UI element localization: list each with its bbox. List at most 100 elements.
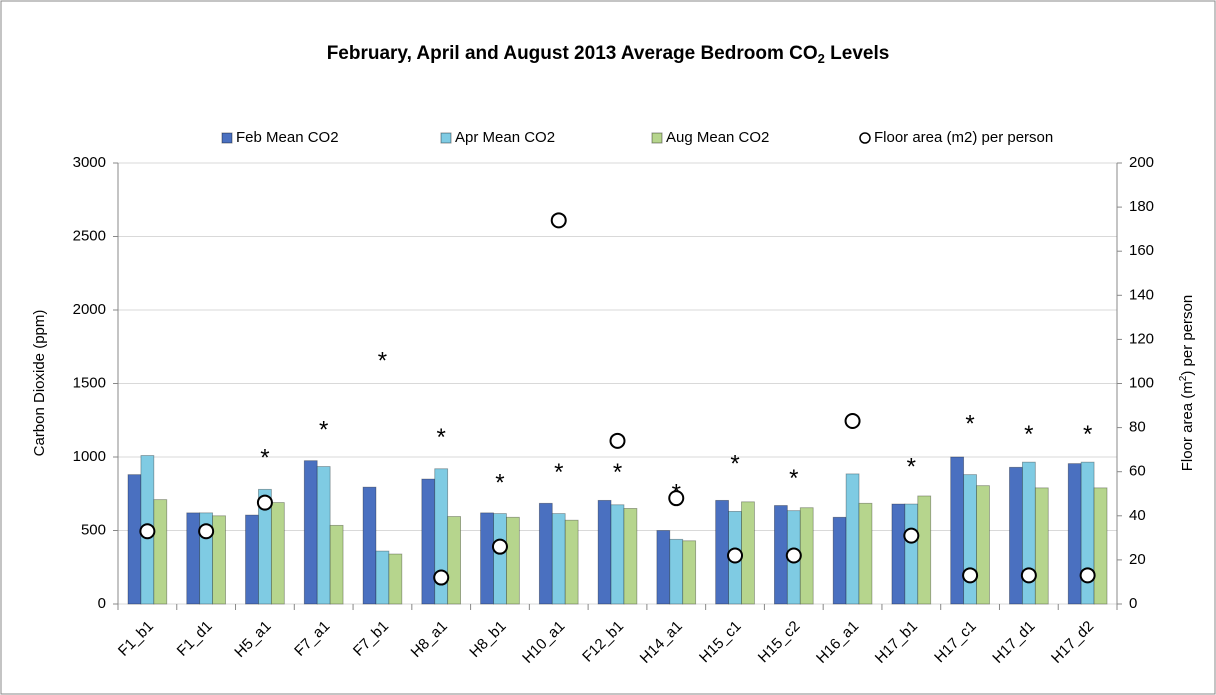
legend-label: Floor area (m2) per person [874, 129, 1053, 146]
scatter-point [1020, 567, 1037, 584]
y-tick-label: 1500 [73, 374, 106, 391]
legend-label: Aug Mean CO2 [666, 129, 769, 146]
y2-tick-label: 160 [1129, 242, 1154, 259]
bar [904, 503, 919, 605]
bar [212, 515, 226, 605]
bar [963, 474, 977, 605]
y-tick-label: 2500 [73, 227, 106, 244]
bar [506, 516, 520, 605]
title-text: February, April and August 2013 Average … [327, 43, 818, 64]
y-tick-label: 500 [81, 521, 106, 538]
scatter-point [256, 494, 273, 511]
bar [845, 473, 860, 605]
bar [1034, 487, 1049, 605]
bar [538, 502, 553, 605]
bar [1009, 466, 1023, 605]
title-text: Levels [825, 43, 889, 64]
y2-label-text: Floor area (m [1179, 381, 1196, 471]
bar [329, 524, 344, 605]
annotation: * [554, 459, 563, 486]
y2-tick-label: 80 [1129, 419, 1146, 436]
y2-label-text: ) per person [1179, 295, 1196, 376]
y2-tick-label: 120 [1129, 330, 1154, 347]
y2-tick-label: 40 [1129, 507, 1146, 524]
y2-tick-label: 200 [1129, 154, 1154, 171]
bar [858, 502, 873, 605]
scatter-point [962, 567, 979, 584]
scatter-point [785, 547, 802, 564]
annotation: * [730, 450, 739, 477]
annotation: * [495, 469, 504, 496]
bar [774, 505, 788, 605]
scatter-point [550, 212, 567, 229]
bar [597, 499, 612, 605]
scatter-point [491, 538, 508, 555]
scatter-point [903, 527, 920, 544]
y2-tick-label: 60 [1129, 463, 1146, 480]
y2-tick-label: 20 [1129, 551, 1146, 568]
bar [186, 512, 201, 605]
y-tick-label: 1000 [73, 448, 106, 465]
bar [375, 550, 390, 605]
scatter-point [727, 547, 744, 564]
scatter-point [198, 523, 215, 540]
y-tick-label: 3000 [73, 154, 106, 171]
bar [270, 502, 285, 605]
bar [434, 468, 449, 605]
bar [976, 485, 990, 605]
bar [493, 513, 507, 605]
bar [480, 512, 494, 605]
annotation: * [672, 480, 681, 507]
y2-tick-label: 0 [1129, 595, 1137, 612]
scatter-point [668, 490, 685, 507]
scatter-point [609, 432, 626, 449]
bar [669, 538, 684, 605]
y2-tick-label: 100 [1129, 374, 1154, 391]
y2-tick-label: 140 [1129, 286, 1154, 303]
scatter-point [433, 569, 450, 586]
bar [1067, 463, 1082, 605]
bar [127, 474, 142, 605]
annotation: * [789, 465, 798, 492]
bar [950, 456, 965, 605]
legend-swatch [221, 132, 233, 144]
legend-swatch [651, 132, 663, 144]
annotation: * [260, 444, 269, 471]
annotation: * [1083, 421, 1092, 448]
y-tick-label: 0 [98, 595, 106, 612]
scatter-point [1079, 567, 1096, 584]
bar [447, 516, 461, 605]
bar [610, 504, 625, 605]
y2-tick-label: 180 [1129, 198, 1154, 215]
bar [682, 540, 697, 605]
bar [799, 507, 814, 605]
bar [1093, 487, 1108, 605]
annotation: * [319, 417, 328, 444]
legend-marker [859, 132, 871, 144]
annotation: * [378, 347, 387, 374]
legend-label: Feb Mean CO2 [236, 129, 339, 146]
bar [623, 508, 638, 605]
annotation: * [437, 424, 446, 451]
bar [551, 513, 566, 605]
title-subscript: 2 [818, 51, 825, 66]
annotation: * [965, 411, 974, 438]
bar [316, 466, 331, 605]
bar [656, 530, 671, 605]
bar [245, 514, 259, 605]
y-axis-label: Carbon Dioxide (ppm) [31, 310, 48, 457]
bar [421, 478, 436, 605]
scatter-point [139, 523, 156, 540]
annotation: * [907, 453, 916, 480]
bar [258, 488, 272, 605]
legend-label: Apr Mean CO2 [455, 129, 555, 146]
bar [741, 501, 755, 605]
bar [832, 516, 847, 605]
annotation: * [613, 459, 622, 486]
bar [564, 519, 579, 605]
legend-swatch [440, 132, 452, 144]
bar [303, 460, 318, 605]
chart-title: February, April and August 2013 Average … [327, 43, 890, 66]
bar [891, 503, 906, 605]
